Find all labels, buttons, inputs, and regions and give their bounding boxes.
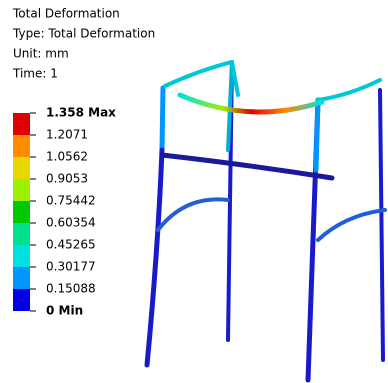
legend-swatch <box>13 135 30 157</box>
legend-swatch <box>13 223 30 245</box>
title: Total Deformation <box>12 7 120 21</box>
legend-swatch <box>13 267 30 289</box>
legend-swatch <box>13 289 30 311</box>
legend-label: 0 Min <box>46 304 83 318</box>
legend-label: 0.60354 <box>46 216 96 230</box>
legend-swatch <box>13 157 30 179</box>
legend-swatch <box>13 245 30 267</box>
legend-swatch <box>13 201 30 223</box>
legend-label: 0.30177 <box>46 260 96 274</box>
legend-label: 0.75442 <box>46 194 96 208</box>
legend-swatch <box>13 179 30 201</box>
legend: 1.358 Max 1.2071 1.0562 0.9053 0.75442 0.6035… <box>13 106 116 318</box>
result-type: Type: Total Deformation <box>12 27 155 41</box>
legend-label: 1.0562 <box>46 150 88 164</box>
time: Time: 1 <box>12 67 58 81</box>
legend-label: 0.9053 <box>46 172 88 186</box>
legend-label: 0.45265 <box>46 238 96 252</box>
unit: Unit: mm <box>13 47 69 61</box>
result-view: Total Deformation Type: Total Deformatio… <box>0 0 388 383</box>
structure <box>147 62 385 380</box>
legend-label: 1.2071 <box>46 128 88 142</box>
legend-label: 0.15088 <box>46 282 96 296</box>
legend-swatch <box>13 113 30 135</box>
legend-label: 1.358 Max <box>46 106 116 120</box>
